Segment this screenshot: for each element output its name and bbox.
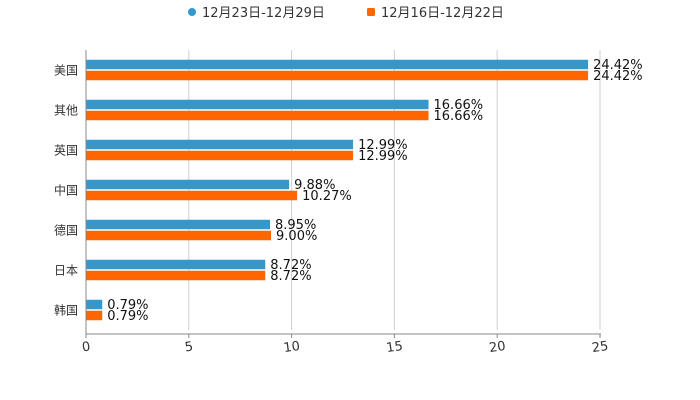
data-label-6-series-1: 0.79% — [107, 309, 148, 324]
category-label-6: 韩国 — [54, 303, 78, 318]
bar-5-series-1[interactable] — [86, 270, 266, 281]
data-label-3-series-0: 9.88% — [294, 178, 335, 193]
data-label-0-series-0: 24.42% — [593, 58, 643, 73]
legend-label-0[interactable]: 12月23日-12月29日 — [202, 6, 325, 21]
bar-2-series-1[interactable] — [86, 150, 354, 161]
legend-marker-0[interactable] — [188, 8, 196, 16]
legend: 12月23日-12月29日 12月16日-12月22日 — [188, 6, 504, 21]
bars: 24.42%24.42% 美国 16.66%16.66% 其他 12.99%12.99%… — [54, 58, 643, 324]
data-label-4-series-1: 9.00% — [276, 229, 317, 244]
category-label-2: 英国 — [54, 144, 78, 158]
x-tick-label-5: 25 — [591, 339, 609, 356]
bar-1-series-1[interactable] — [86, 110, 429, 121]
x-tick-label-4: 20 — [488, 339, 506, 356]
data-label-3-series-1: 10.27% — [302, 189, 352, 204]
bar-5-series-0[interactable] — [86, 259, 266, 270]
legend-marker-1[interactable] — [367, 8, 375, 16]
bar-3-series-0[interactable] — [86, 179, 290, 190]
data-label-4-series-0: 8.95% — [275, 218, 316, 233]
axes: 0 5 10 15 20 25 — [81, 50, 609, 356]
category-label-1: 其他 — [54, 104, 78, 118]
x-tick-label-3: 15 — [385, 339, 403, 356]
x-tick-label-0: 0 — [81, 339, 91, 355]
data-label-5-series-0: 8.72% — [270, 258, 311, 273]
bar-0-series-1[interactable] — [86, 70, 589, 81]
x-tick-label-1: 5 — [184, 339, 194, 355]
bar-6-series-0[interactable] — [86, 299, 103, 310]
bar-2-series-0[interactable] — [86, 139, 354, 150]
data-label-2-series-1: 12.99% — [358, 149, 408, 164]
bar-3-series-1[interactable] — [86, 190, 298, 201]
category-label-3: 中国 — [54, 183, 78, 198]
data-label-1-series-1: 16.66% — [434, 109, 484, 124]
category-label-4: 德国 — [54, 223, 78, 238]
category-label-0: 美国 — [54, 64, 78, 78]
grid-lines — [188, 50, 601, 330]
bar-6-series-1[interactable] — [86, 310, 103, 321]
data-label-6-series-0: 0.79% — [107, 298, 148, 313]
category-label-5: 日本 — [54, 264, 78, 278]
data-label-1-series-0: 16.66% — [434, 98, 484, 113]
data-label-2-series-0: 12.99% — [358, 138, 408, 153]
bar-4-series-0[interactable] — [86, 219, 271, 230]
bar-0-series-0[interactable] — [86, 59, 589, 70]
x-tick-label-2: 10 — [283, 339, 301, 356]
data-label-0-series-1: 24.42% — [593, 69, 643, 84]
bar-4-series-1[interactable] — [86, 230, 272, 241]
legend-label-1[interactable]: 12月16日-12月22日 — [381, 6, 504, 21]
data-label-5-series-1: 8.72% — [270, 269, 311, 284]
bar-1-series-0[interactable] — [86, 99, 429, 110]
